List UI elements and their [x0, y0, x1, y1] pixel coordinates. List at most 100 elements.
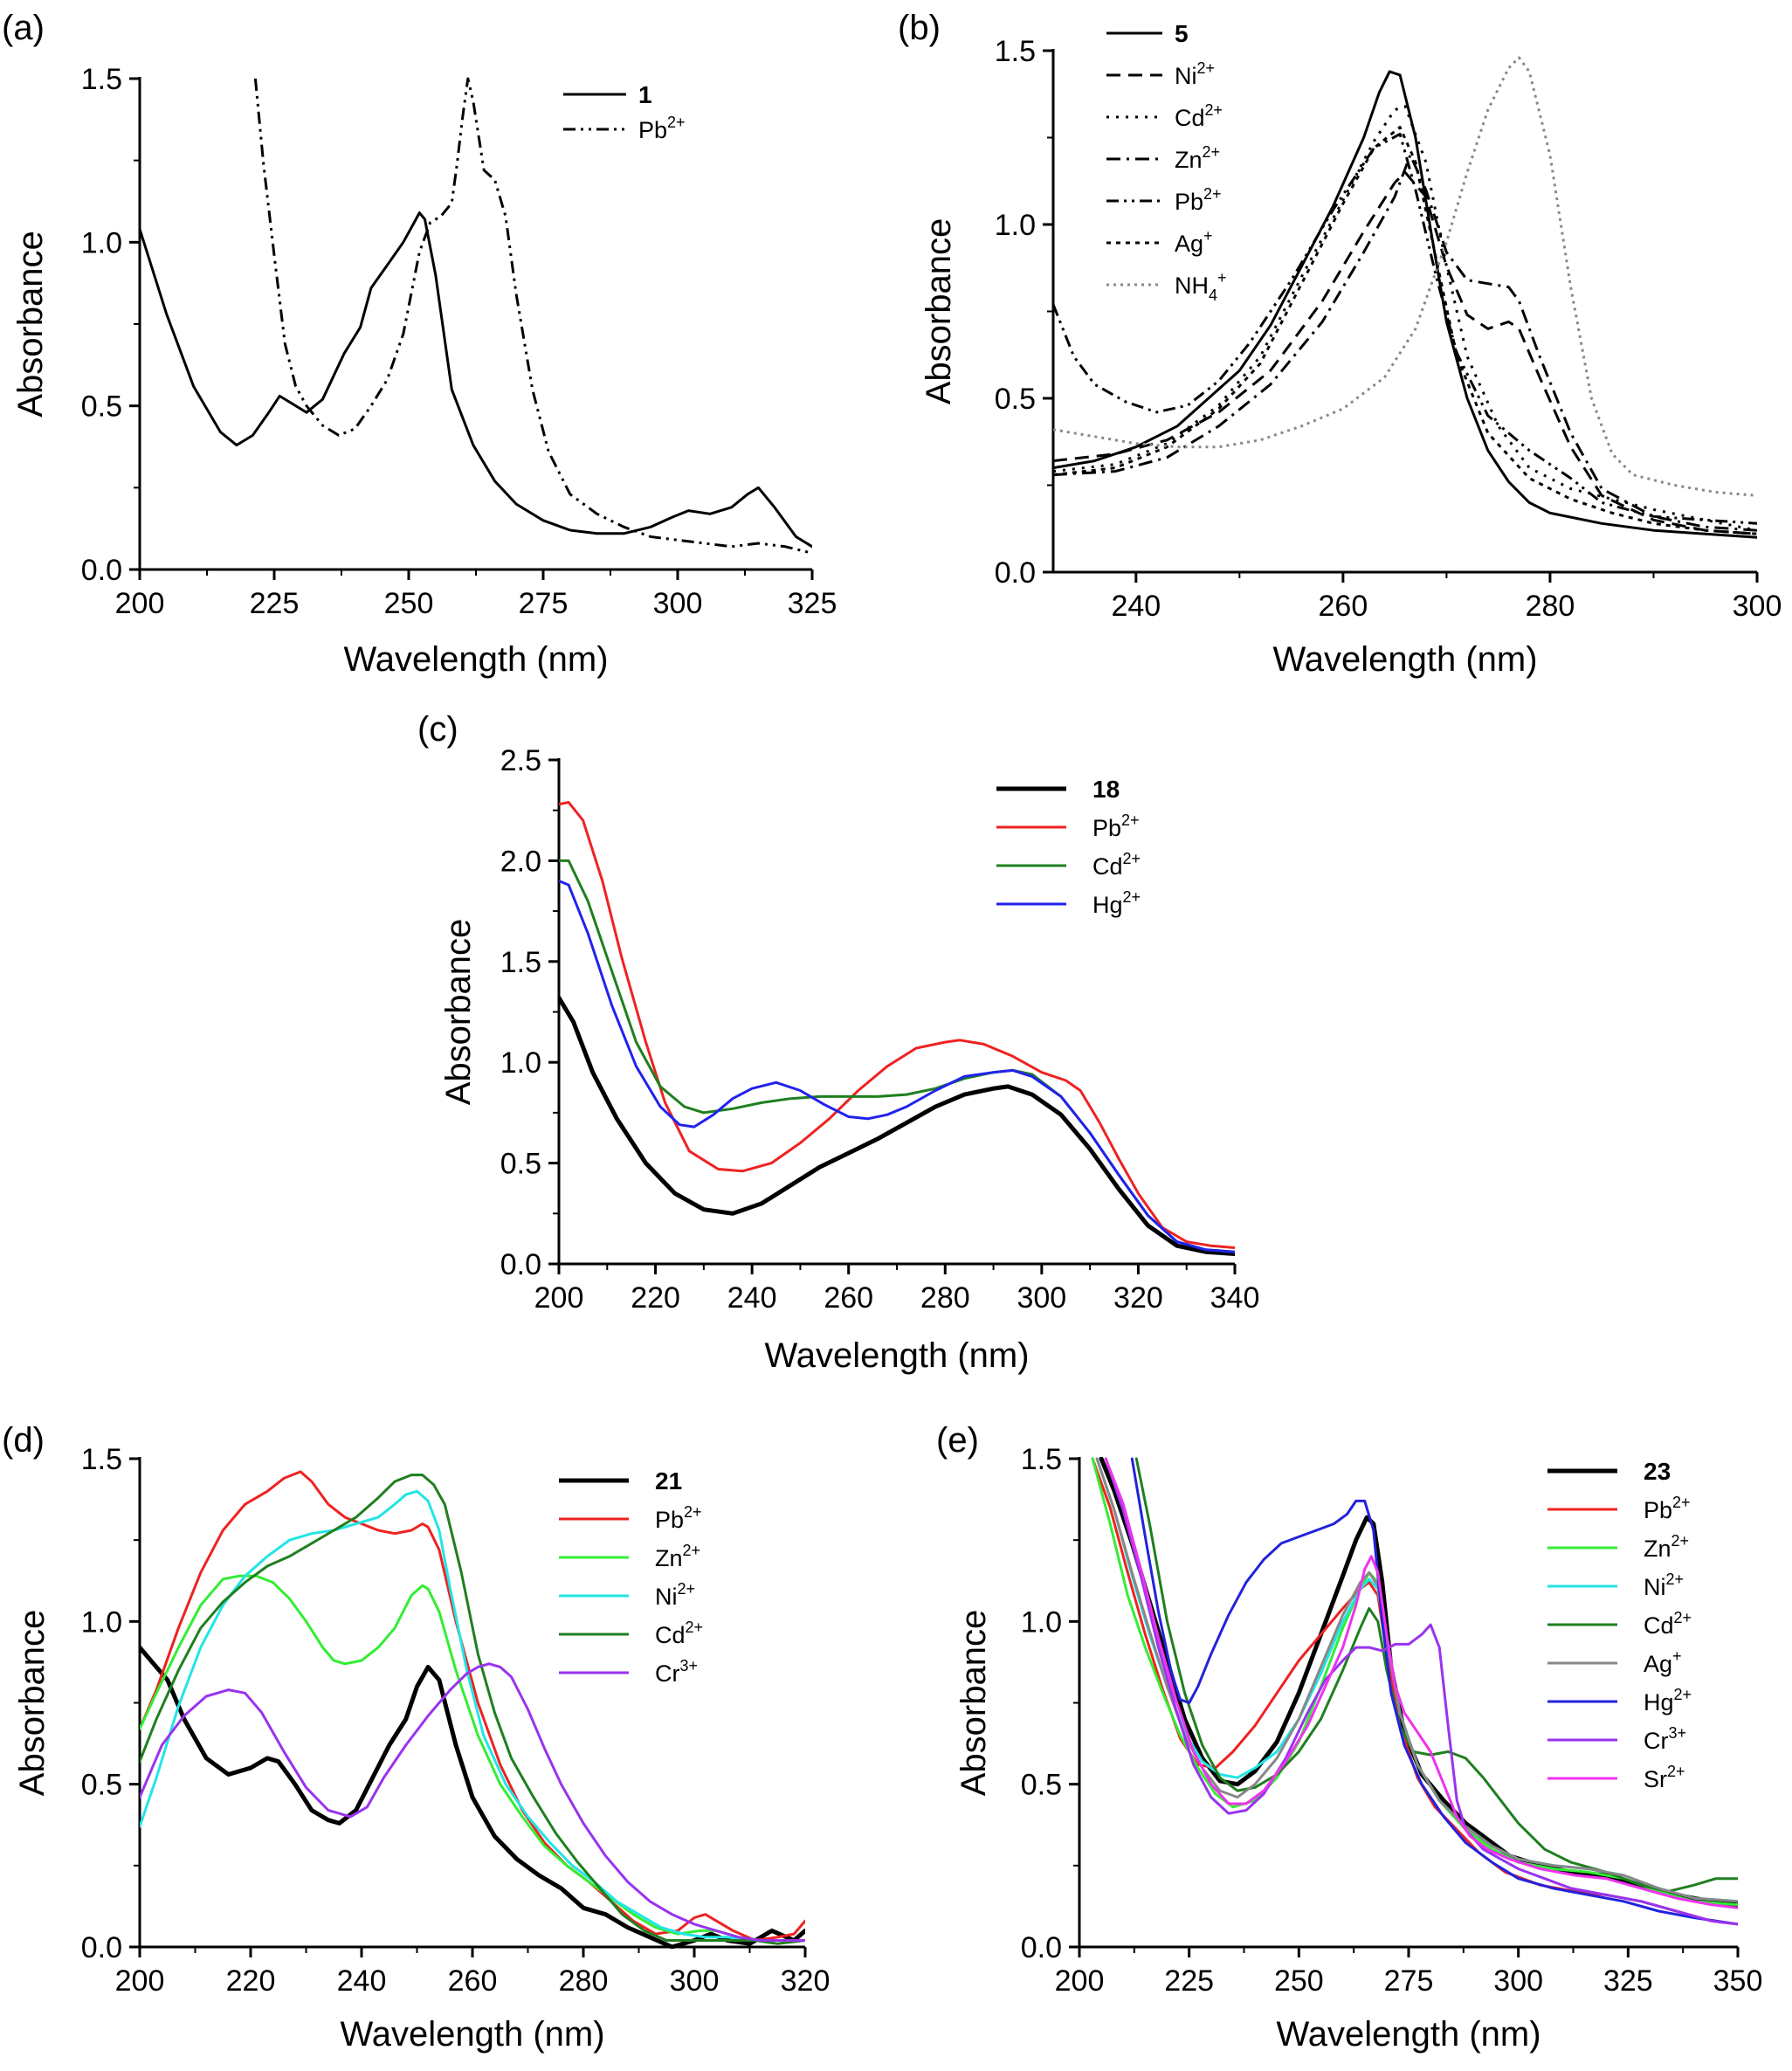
- panel-d-x-tick-label: 320: [781, 1964, 831, 1998]
- panel-a-x-tick-label: 250: [384, 587, 434, 620]
- panel-c-legend-label: Cd2+: [1092, 850, 1141, 880]
- panel-c-x-tick-label: 240: [727, 1281, 777, 1315]
- panel-e-legend-label: Hg2+: [1644, 1686, 1692, 1715]
- panel-d-x-tick-label: 280: [559, 1964, 609, 1998]
- panel-d-y-tick-label: 1.0: [81, 1605, 122, 1639]
- panel-e-label: (e): [936, 1421, 979, 1460]
- panel-b: 240 260 280 300 0.0 0.5 1.0 1.5 Wavelength (nm) A…: [898, 9, 1782, 679]
- panel-c-x-tick-label: 220: [631, 1281, 680, 1315]
- panel-c-series-hg2: [559, 880, 1235, 1253]
- panel-d-y-axis-title: Absorbance: [13, 1610, 52, 1796]
- panel-b-series-nh4: [1053, 56, 1757, 497]
- panel-e-legend-label: Zn2+: [1644, 1532, 1689, 1562]
- panel-e-legend-label: Ag+: [1644, 1647, 1682, 1677]
- panel-b-series-pb2: [1053, 133, 1757, 525]
- panel-b-legend-label: Ag+: [1175, 227, 1213, 257]
- panel-c-y-axis-title: Absorbance: [439, 919, 478, 1105]
- panel-d-series-zn2: [140, 1574, 805, 1942]
- panel-b-legend: 5 Ni2+ Cd2+ Zn2+ Pb2+ Ag+ NH4+: [1106, 20, 1227, 304]
- panel-d-x-tick-label: 220: [226, 1964, 276, 1998]
- panel-b-series-5: [1053, 70, 1757, 539]
- panel-d-x-axis-title: Wavelength (nm): [340, 2015, 604, 2054]
- panel-a-y-tick-label: 1.5: [81, 63, 122, 96]
- panel-d-legend-label: Pb2+: [655, 1503, 702, 1533]
- panel-c-label: (c): [417, 710, 458, 749]
- panel-b-y-tick-label: 0.0: [995, 556, 1036, 590]
- panel-c-y-tick-label: 1.5: [500, 946, 541, 979]
- panel-b-label: (b): [898, 9, 941, 47]
- panel-e-x-tick-label: 300: [1493, 1964, 1543, 1998]
- panel-c-x-tick-label: 260: [824, 1281, 873, 1315]
- panel-c-x-tick-label: 300: [1017, 1281, 1066, 1315]
- panel-e-legend: 23 Pb2+ Zn2+ Ni2+ Cd2+ Ag+ Hg2+ Cr3+ Sr2+: [1547, 1458, 1692, 1792]
- panel-c-x-tick-label: 280: [920, 1281, 970, 1315]
- panel-b-x-tick-label: 260: [1319, 590, 1368, 623]
- panel-d-series-cd2: [140, 1474, 805, 1945]
- panel-d-series-ni2: [140, 1489, 805, 1942]
- panel-a-x-tick-label: 200: [115, 587, 165, 620]
- panel-d-series-pb2: [140, 1470, 805, 1942]
- panel-a-y-tick-label: 1.0: [81, 226, 122, 259]
- panel-b-x-tick-label: 300: [1733, 590, 1782, 623]
- panel-d-series-cr3: [140, 1662, 805, 1942]
- panel-a-x-tick-label: 300: [653, 587, 703, 620]
- panel-c-x-tick-label: 200: [534, 1281, 584, 1315]
- panel-e-series-hg2: [1130, 1457, 1738, 1926]
- panel-a-legend: 1 Pb2+: [563, 81, 686, 143]
- panel-a-y-axis-title: Absorbance: [11, 231, 50, 417]
- panel-e-x-tick-label: 350: [1713, 1964, 1763, 1998]
- panel-a-label: (a): [2, 9, 45, 47]
- panel-b-legend-label: Zn2+: [1175, 143, 1220, 173]
- panel-d-legend-label: 21: [655, 1467, 682, 1495]
- panel-b-legend-label: 5: [1175, 20, 1189, 47]
- panel-b-x-tick-label: 240: [1111, 590, 1161, 623]
- panel-b-y-tick-label: 0.5: [995, 383, 1036, 416]
- panel-b-x-axis-title: Wavelength (nm): [1272, 640, 1537, 679]
- panel-d-x-tick-label: 200: [115, 1964, 165, 1998]
- panel-d-x-tick-label: 240: [337, 1964, 387, 1998]
- panel-b-series-ag: [1053, 126, 1757, 535]
- panel-d-legend-label: Zn2+: [655, 1542, 700, 1571]
- panel-c-legend: 18 Pb2+ Cd2+ Hg2+: [996, 776, 1141, 918]
- panel-b-legend-label: Ni2+: [1175, 59, 1215, 89]
- panel-a-y-tick-label: 0.5: [81, 390, 122, 424]
- panel-d-y-tick-label: 1.5: [81, 1443, 122, 1476]
- panel-a-y-tick-label: 0.0: [81, 554, 122, 587]
- panel-d: 200 220 240 260 280 300 320 0.0 0.5 1.0 1.5 Wavelen…: [2, 1421, 830, 2054]
- panel-a-x-tick-label: 275: [519, 587, 569, 620]
- panel-a: 200 225 250 275 300 325 0.0 0.5 1.0 1.5 Wavelength…: [2, 9, 837, 679]
- panel-e-y-tick-label: 0.0: [1021, 1931, 1062, 1964]
- panel-d-x-tick-label: 260: [448, 1964, 498, 1998]
- panel-e-series-sr2: [1104, 1457, 1738, 1909]
- panel-b-legend-label: Pb2+: [1175, 185, 1222, 215]
- panel-d-legend-label: Cr3+: [655, 1657, 698, 1687]
- panel-a-series-pb2: [253, 77, 812, 555]
- panel-e-legend-label: 23: [1644, 1458, 1671, 1485]
- panel-e-x-tick-label: 275: [1384, 1964, 1434, 1998]
- panel-a-series-1: [140, 211, 812, 549]
- panel-b-x-tick-label: 280: [1526, 590, 1575, 623]
- panel-c-y-tick-label: 0.0: [500, 1248, 541, 1281]
- panel-e-y-tick-label: 1.5: [1021, 1443, 1062, 1476]
- panel-c: 200 220 240 260 280 300 320 340 0.0 0.5 1.0 1.5 2.0 2…: [417, 710, 1259, 1375]
- panel-b-series-zn2: [1053, 153, 1757, 532]
- panel-e-legend-label: Ni2+: [1644, 1571, 1684, 1600]
- panel-a-legend-label: 1: [638, 81, 652, 108]
- panel-e-x-axis-title: Wavelength (nm): [1276, 2015, 1540, 2054]
- panel-e-x-tick-label: 325: [1603, 1964, 1653, 1998]
- panel-c-x-tick-label: 340: [1210, 1281, 1260, 1315]
- panel-d-label: (d): [2, 1421, 45, 1460]
- panel-e-y-axis-title: Absorbance: [955, 1610, 993, 1796]
- panel-b-y-tick-label: 1.0: [995, 209, 1036, 242]
- panel-b-legend-label: Cd2+: [1175, 101, 1223, 131]
- panel-e-x-tick-label: 250: [1274, 1964, 1324, 1998]
- panel-b-series-cd2: [1053, 105, 1757, 532]
- panel-e-x-tick-label: 225: [1164, 1964, 1214, 1998]
- panel-e-series-cr3: [1104, 1457, 1738, 1926]
- panel-a-x-tick-label: 225: [250, 587, 300, 620]
- panel-c-legend-label: Pb2+: [1092, 811, 1140, 841]
- panel-d-y-tick-label: 0.0: [81, 1931, 122, 1964]
- panel-b-legend-label: NH4+: [1175, 269, 1227, 304]
- panel-e-y-tick-label: 0.5: [1021, 1769, 1062, 1802]
